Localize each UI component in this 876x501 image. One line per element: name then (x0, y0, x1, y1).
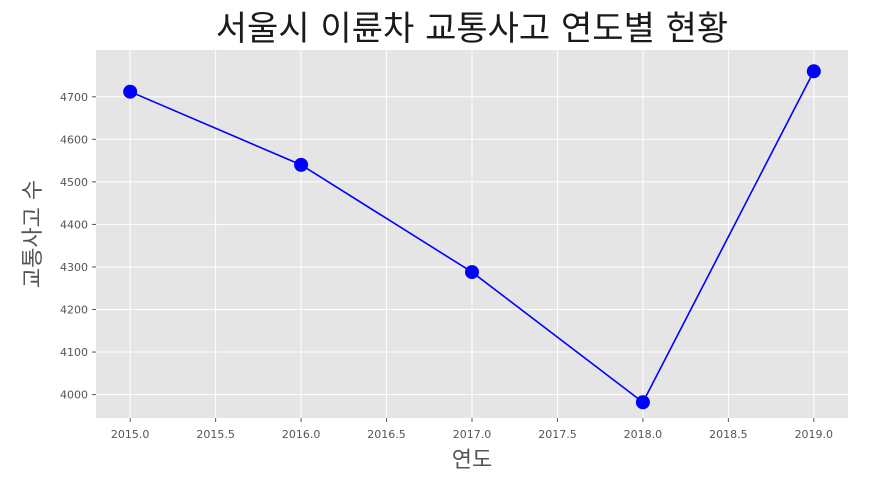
data-point (465, 265, 479, 280)
x-tick-label: 2015.0 (111, 428, 150, 441)
x-tick-label: 2017.0 (453, 428, 492, 441)
x-tick-label: 2017.5 (538, 428, 577, 441)
y-tick-label: 4700 (60, 91, 88, 104)
series-layer (123, 64, 821, 410)
y-tick-label: 4400 (60, 218, 88, 231)
y-tick-label: 4200 (60, 304, 88, 317)
x-axis-ticks: 2015.0 2015.5 2016.0 2016.5 2017.0 2017.5 2018… (111, 418, 833, 441)
data-point (294, 157, 309, 172)
x-tick-label: 2018.0 (624, 428, 663, 441)
chart-title: 서울시 이륜차 교통사고 연도별 현황 (216, 9, 728, 49)
x-tick-label: 2019.0 (795, 428, 834, 441)
x-tick-label: 2015.5 (196, 428, 235, 441)
x-axis-label: 연도 (452, 448, 492, 473)
y-tick-label: 4000 (60, 389, 88, 402)
y-tick-label: 4100 (60, 346, 88, 359)
data-point (635, 395, 650, 410)
y-tick-label: 4300 (60, 261, 88, 274)
x-tick-label: 2016.0 (282, 428, 321, 441)
data-point (123, 84, 138, 99)
x-tick-label: 2016.5 (367, 428, 406, 441)
y-tick-label: 4500 (60, 176, 88, 189)
y-axis-label: 교통사고 수 (21, 180, 46, 288)
data-point (806, 64, 821, 79)
grid-lines (96, 50, 848, 418)
y-axis-ticks: 4000 4100 4200 4300 4400 4500 4600 4700 (60, 91, 96, 402)
y-tick-label: 4600 (60, 133, 88, 146)
x-tick-label: 2018.5 (709, 428, 748, 441)
